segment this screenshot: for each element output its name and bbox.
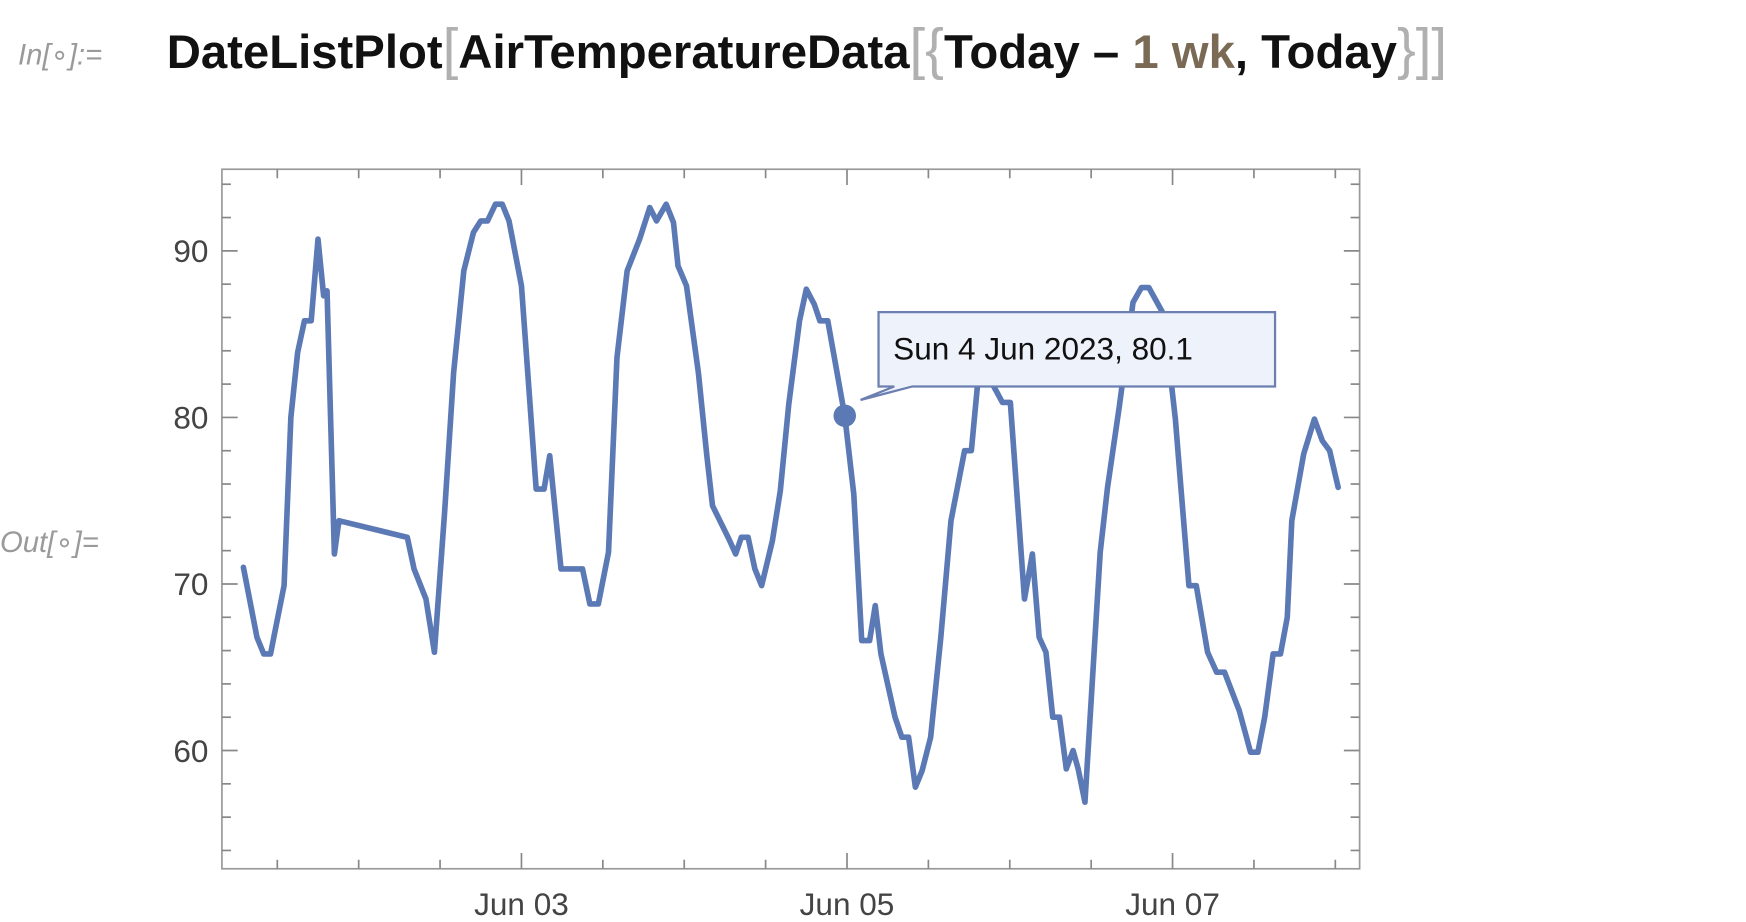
input-code: DateListPlot[AirTemperatureData[{Today –… <box>167 17 1447 80</box>
input-prompt: In[∘]:= <box>18 38 102 71</box>
code-token: DateListPlot <box>167 26 443 79</box>
tooltip-text: Sun 4 Jun 2023, 80.1 <box>893 330 1193 366</box>
code-token: } <box>1397 17 1416 80</box>
plot-frame <box>221 168 1361 870</box>
code-token: [ <box>443 17 459 80</box>
code-token: wk <box>1159 26 1236 79</box>
code-token: ] <box>1431 17 1447 80</box>
code-token: { <box>925 17 944 80</box>
code-token: Today – <box>944 26 1132 79</box>
code-token: 1 <box>1132 26 1158 79</box>
y-tick-label: 60 <box>173 733 208 769</box>
code-token: AirTemperatureData <box>458 26 910 79</box>
highlight-point <box>833 404 857 428</box>
y-tick-label: 80 <box>173 400 208 436</box>
output-prompt: Out[∘]= <box>0 526 99 559</box>
tooltip-box <box>860 310 1277 402</box>
x-tick-label: Jun 05 <box>800 886 895 922</box>
code-token: ] <box>1416 17 1432 80</box>
code-token: , Today <box>1235 26 1398 79</box>
code-token: [ <box>910 17 926 80</box>
x-tick-label: Jun 07 <box>1125 886 1220 922</box>
y-tick-label: 90 <box>173 233 208 269</box>
x-tick-label: Jun 03 <box>474 886 569 922</box>
y-tick-label: 70 <box>173 566 208 602</box>
